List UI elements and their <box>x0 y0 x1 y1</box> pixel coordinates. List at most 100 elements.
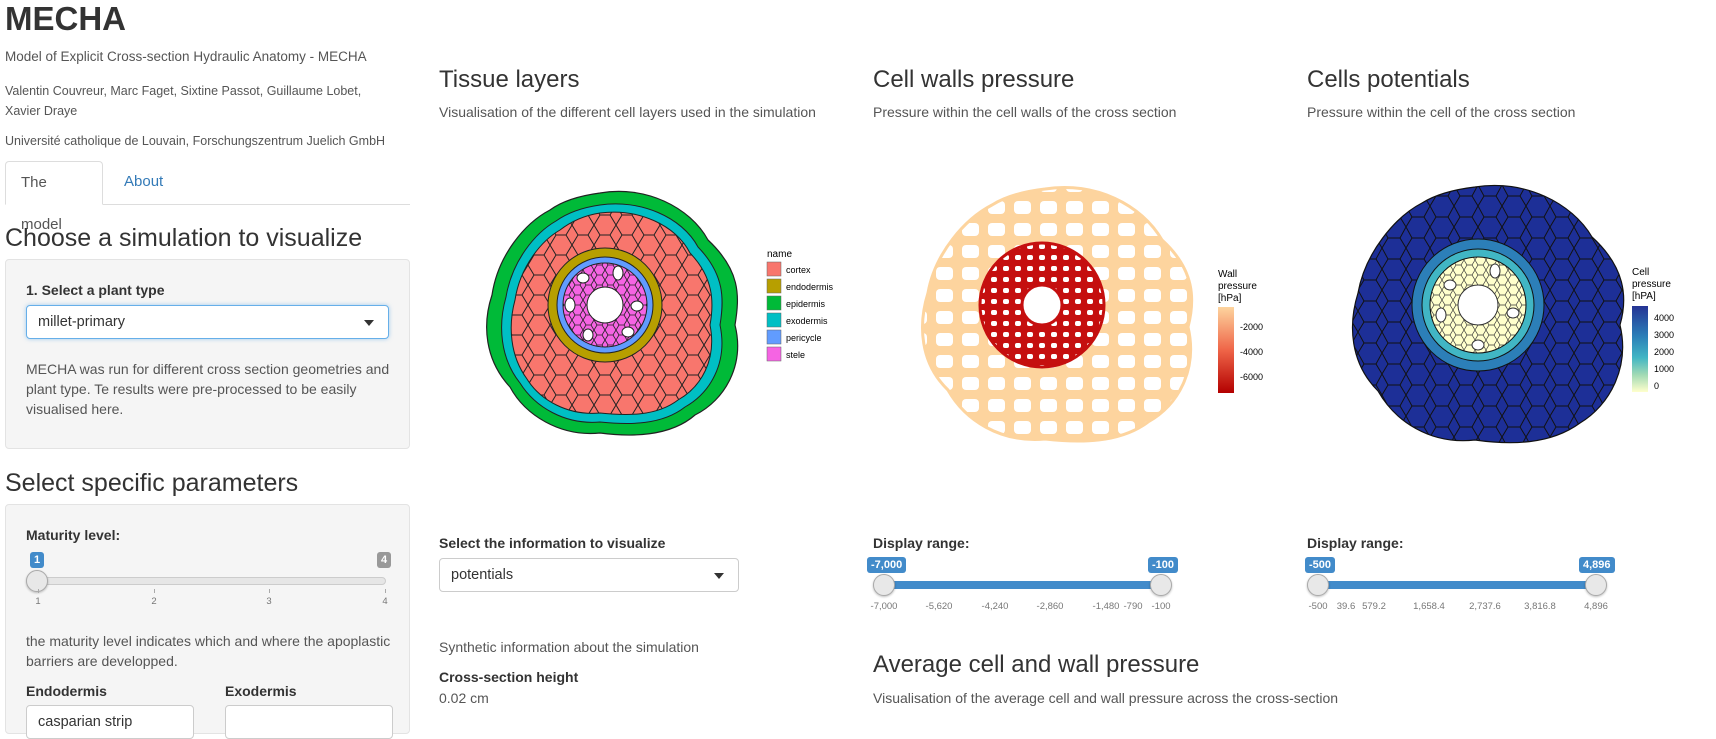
maturity-slider-track[interactable] <box>34 577 386 585</box>
wall-range-low-badge: -7,000 <box>867 557 907 573</box>
choose-simulation-heading: Choose a simulation to visualize <box>5 224 363 252</box>
maturity-tick-mark <box>269 589 270 593</box>
cell-legend-colorbar <box>1632 306 1648 392</box>
cell-range-low-badge: -500 <box>1305 557 1336 573</box>
legend-label-endodermis: endodermis <box>786 282 834 292</box>
legend-label-exodermis: exodermis <box>786 316 828 326</box>
synthetic-info-title: Synthetic information about the simulati… <box>439 639 699 655</box>
cell-legend-tick: 1000 <box>1654 364 1674 374</box>
wall-range-label: Display range: <box>873 535 970 551</box>
endodermis-label: Endodermis <box>26 683 107 699</box>
exodermis-label: Exodermis <box>225 683 297 699</box>
plant-type-info: MECHA was run for different cross sectio… <box>26 361 390 417</box>
maturity-info: the maturity level indicates which and w… <box>26 633 391 669</box>
maturity-tick-label: 3 <box>266 596 272 607</box>
maturity-max-badge: 4 <box>377 552 392 568</box>
wall-range-slider-bar[interactable] <box>884 581 1161 589</box>
chevron-down-icon <box>714 573 724 579</box>
tissue-layers-title: Tissue layers <box>439 66 580 93</box>
legend-swatch-exodermis <box>766 312 782 328</box>
legend-swatch-stele <box>766 346 782 362</box>
maturity-tick-mark <box>385 589 386 593</box>
main-tabs: The model About <box>5 161 410 233</box>
cell-potentials-plot: Cell pressure [hPA] 4000 3000 2000 1000 … <box>1351 184 1674 444</box>
cross-section-height-label: Cross-section height <box>439 669 579 685</box>
info-select-value: potentials <box>451 567 514 583</box>
legend-label-stele: stele <box>786 350 805 360</box>
plant-type-value: millet-primary <box>38 314 125 330</box>
exodermis-select[interactable] <box>225 705 393 739</box>
cell-range-tick: 2,737.6 <box>1469 601 1501 612</box>
wall-range-tick: -7,000 <box>870 601 898 612</box>
legend-label-pericycle: pericycle <box>786 333 822 343</box>
cell-legend-tick: 3000 <box>1654 330 1674 340</box>
info-select-label: Select the information to visualize <box>439 535 666 551</box>
legend-swatch-pericycle <box>766 329 782 345</box>
cell-range-tick: 4,896 <box>1584 601 1608 612</box>
cell-range-slider-bar[interactable] <box>1318 581 1596 589</box>
endodermis-value: casparian strip <box>38 714 133 730</box>
cell-range-low-handle[interactable] <box>1307 574 1329 596</box>
tab-about[interactable]: About <box>124 173 164 190</box>
maturity-tick-label: 4 <box>382 596 388 607</box>
cell-range-tick: 3,816.8 <box>1524 601 1556 612</box>
tab-the-model[interactable]: The model <box>5 161 103 233</box>
cell-potentials-subtitle: Pressure within the cell of the cross se… <box>1307 104 1576 120</box>
wall-pressure-title: Cell walls pressure <box>873 66 1075 93</box>
maturity-slider-handle[interactable] <box>26 570 48 592</box>
legend-swatch-epidermis <box>766 295 782 311</box>
average-pressure-subtitle: Visualisation of the average cell and wa… <box>873 690 1339 706</box>
wall-range-high-handle[interactable] <box>1150 574 1172 596</box>
cell-legend-tick: 2000 <box>1654 347 1674 357</box>
cell-range-tick: 579.2 <box>1362 601 1386 612</box>
endodermis-select[interactable]: casparian strip <box>26 705 194 739</box>
info-select[interactable]: potentials <box>439 558 739 592</box>
average-pressure-title: Average cell and wall pressure <box>873 651 1200 678</box>
app-authors: Valentin Couvreur, Marc Faget, Sixtine P… <box>5 84 362 118</box>
wall-range-tick: -4,240 <box>981 601 1009 612</box>
tissue-cross-section <box>486 190 739 436</box>
wall-pressure-cross-section <box>921 186 1194 443</box>
wall-legend-colorbar <box>1218 307 1234 393</box>
plant-type-panel: 1. Select a plant type millet-primary ME… <box>5 259 410 449</box>
maturity-tick-mark <box>154 589 155 593</box>
wall-pressure-plot: Wall pressure [hPa] -2000 -4000 -6000 <box>921 186 1263 443</box>
wall-legend-title-3: [hPa] <box>1218 293 1242 304</box>
app-subtitle: Model of Explicit Cross-section Hydrauli… <box>5 49 367 64</box>
maturity-label: Maturity level: <box>26 527 121 543</box>
legend-swatch-cortex <box>766 261 782 277</box>
cell-legend-title-3: [hPA] <box>1632 291 1656 302</box>
cell-legend-tick: 0 <box>1654 381 1659 391</box>
plant-type-select[interactable]: millet-primary <box>26 305 389 339</box>
wall-range-tick: -100 <box>1151 601 1171 612</box>
app-affiliation: Université catholique de Louvain, Forsch… <box>5 134 386 148</box>
maturity-tick-mark <box>38 589 39 593</box>
cell-potentials-title: Cells potentials <box>1307 66 1470 93</box>
maturity-tick-label: 1 <box>35 596 41 607</box>
wall-legend-tick: -4000 <box>1240 347 1263 357</box>
cell-legend-title-1: Cell <box>1632 267 1649 278</box>
cell-range-tick: 1,658.4 <box>1413 601 1445 612</box>
cell-range-tick: 39.6 <box>1336 601 1356 612</box>
wall-legend-tick: -6000 <box>1240 372 1263 382</box>
maturity-value-badge: 1 <box>30 552 45 568</box>
wall-legend-tick: -2000 <box>1240 322 1263 332</box>
cell-range-high-handle[interactable] <box>1585 574 1607 596</box>
maturity-tick-label: 2 <box>151 596 157 607</box>
plant-type-label: 1. Select a plant type <box>26 282 165 298</box>
cell-range-label: Display range: <box>1307 535 1404 551</box>
parameters-panel: Maturity level: 1 4 1 2 3 4 the maturity… <box>5 504 410 739</box>
wall-range-high-badge: -100 <box>1148 557 1179 573</box>
cell-potentials-cross-section <box>1351 184 1625 444</box>
wall-range-low-handle[interactable] <box>873 574 895 596</box>
wall-range-tick: -1,480 <box>1092 601 1120 612</box>
wall-range-tick: -2,860 <box>1036 601 1064 612</box>
tissue-layers-plot: name cortex endodermis epidermis exoderm… <box>486 190 834 436</box>
chevron-down-icon <box>364 320 374 326</box>
legend-label-cortex: cortex <box>786 265 811 275</box>
legend-swatch-endodermis <box>766 278 782 294</box>
legend-label-epidermis: epidermis <box>786 299 826 309</box>
wall-range-tick: -5,620 <box>925 601 953 612</box>
tissue-layers-subtitle: Visualisation of the different cell laye… <box>439 104 816 120</box>
wall-range-tick: -790 <box>1123 601 1143 612</box>
